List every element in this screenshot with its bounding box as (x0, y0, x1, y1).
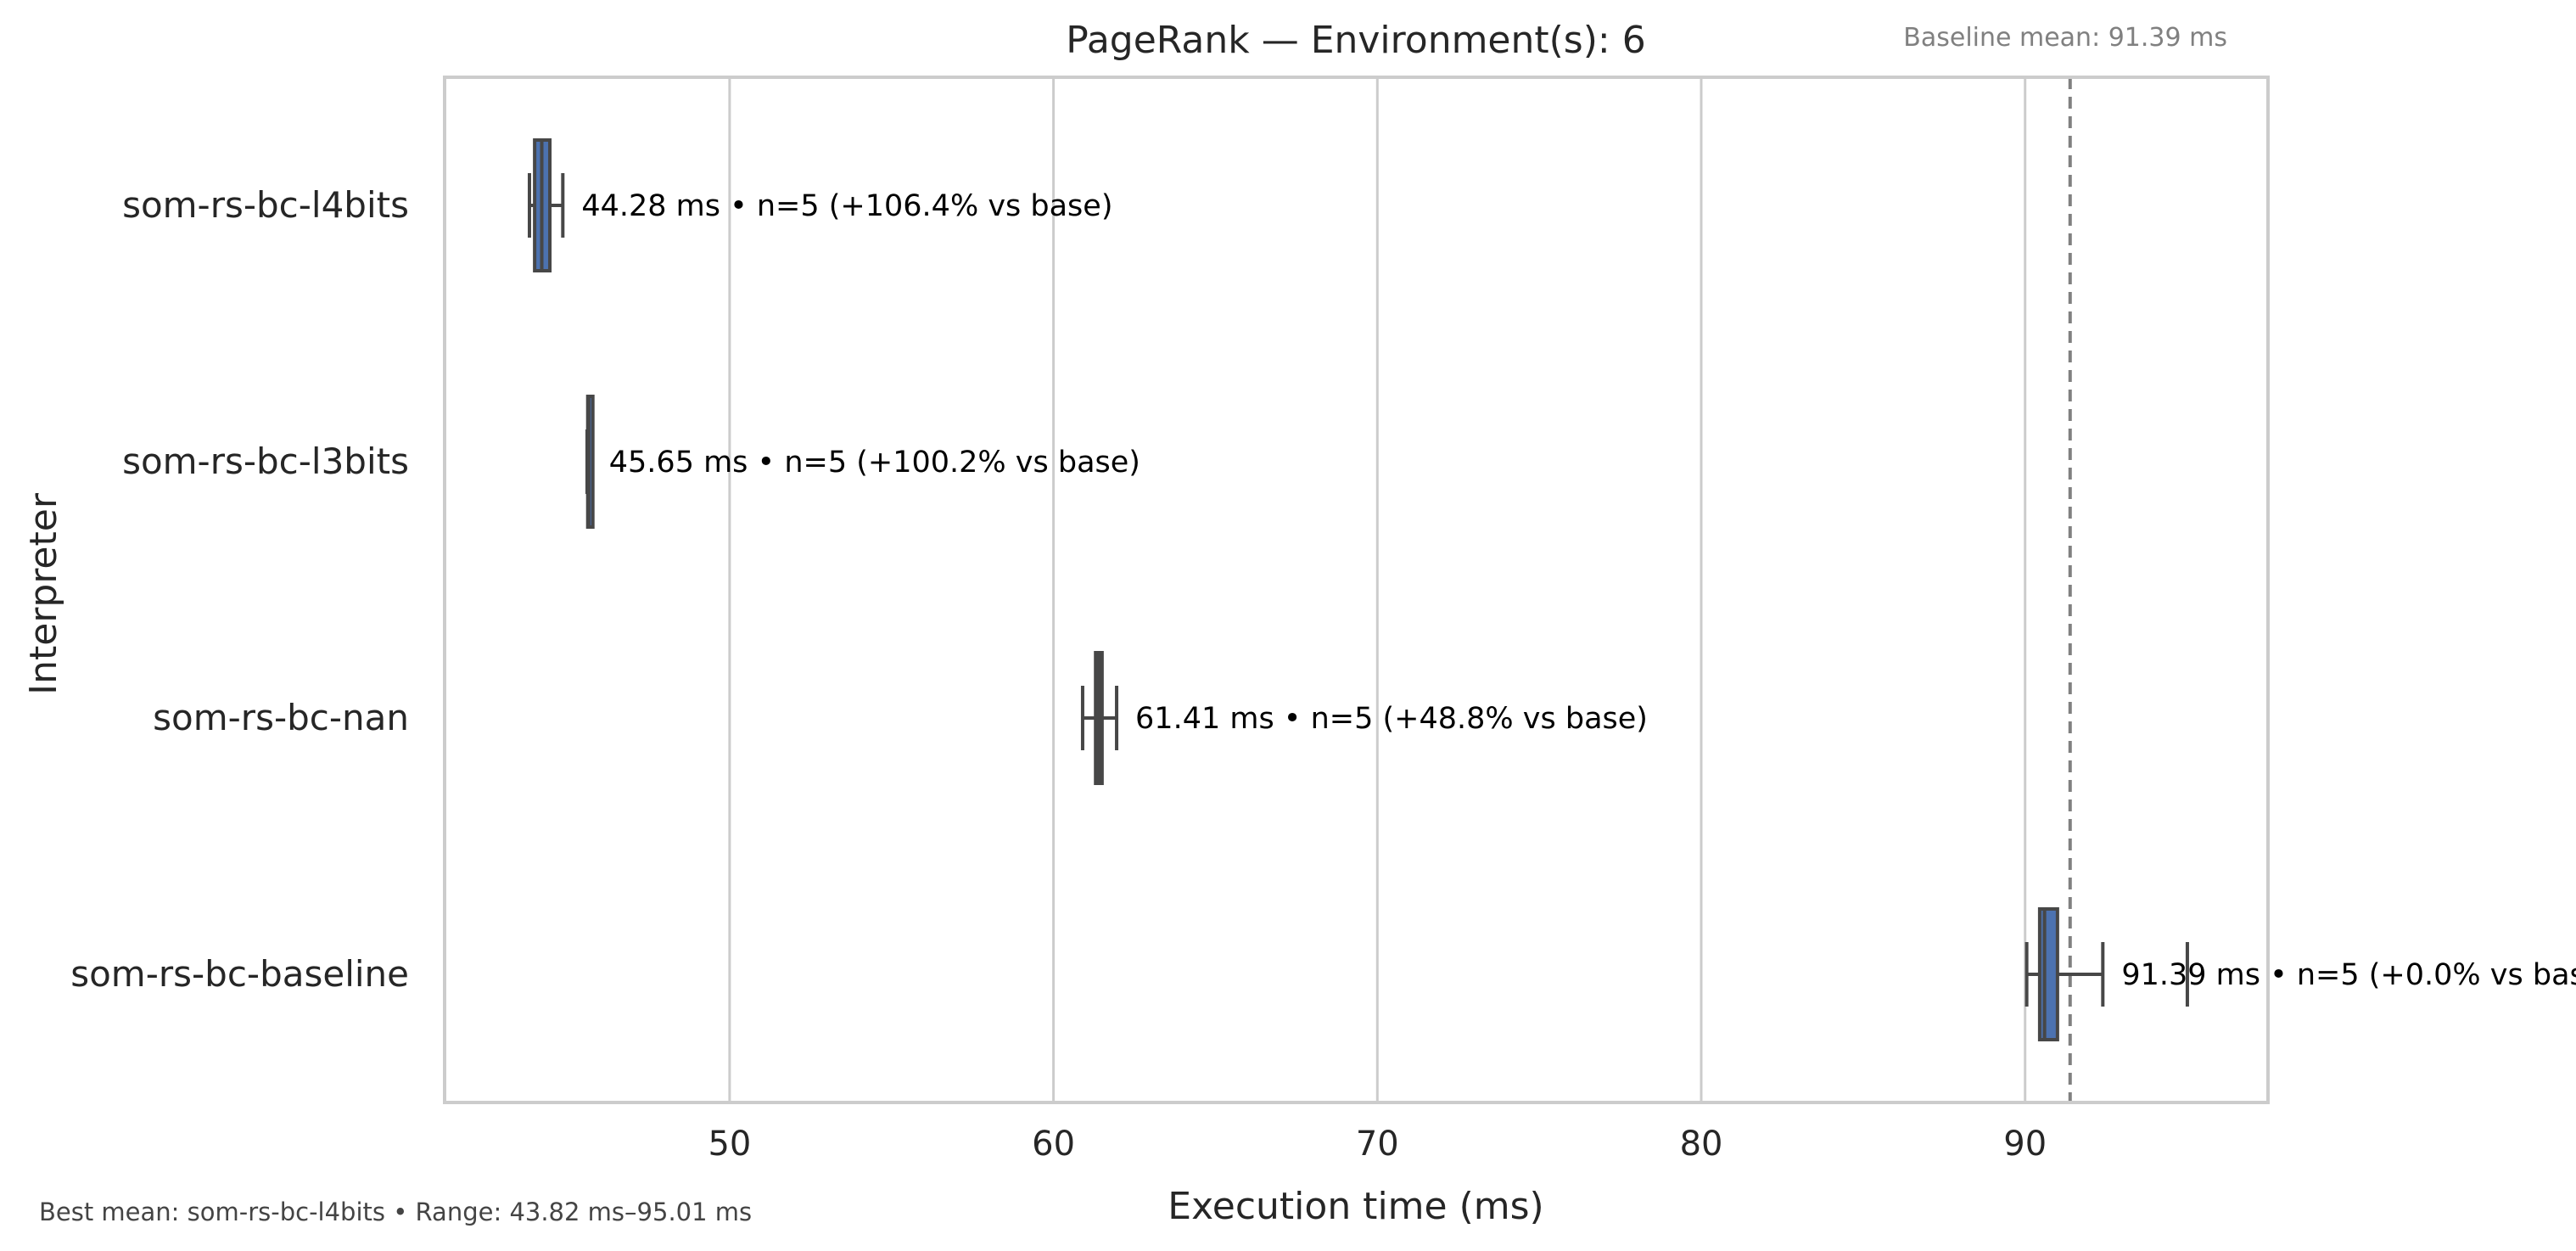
x-tick-label: 90 (2003, 1125, 2047, 1164)
box-layer (528, 138, 2189, 1041)
box-group (585, 395, 595, 529)
chart-title: PageRank — Environment(s): 6 (1066, 19, 1645, 62)
x-tick-label: 50 (708, 1125, 751, 1164)
y-tick-label: som-rs-bc-nan (153, 697, 409, 738)
data-label: 91.39 ms • n=5 (+0.0% vs base) (2121, 958, 2576, 992)
footer-summary: Best mean: som-rs-bc-l4bits • Range: 43.… (39, 1198, 752, 1226)
y-axis-label: Interpreter (22, 492, 65, 695)
box-group (528, 138, 565, 272)
data-label: 61.41 ms • n=5 (+48.8% vs base) (1135, 702, 1648, 736)
baseline-mean-label: Baseline mean: 91.39 ms (1903, 23, 2227, 53)
y-tick-label: som-rs-bc-baseline (70, 953, 409, 995)
box-group (1080, 651, 1119, 785)
x-tick-label: 80 (1680, 1125, 1723, 1164)
y-tick-label: som-rs-bc-l4bits (122, 184, 409, 226)
grid-layer (728, 77, 2027, 1102)
x-tick-label: 70 (1356, 1125, 1399, 1164)
annotation-layer: 44.28 ms • n=5 (+106.4% vs base) 45.65 ms… (581, 189, 2576, 992)
box-iqr (2037, 907, 2059, 1041)
x-tick-label: 60 (1032, 1125, 1075, 1164)
plot-frame (443, 76, 2270, 1104)
y-tick-label: som-rs-bc-l3bits (122, 440, 409, 482)
x-axis-label: Execution time (ms) (1168, 1185, 1543, 1228)
tick-layer: 50 60 70 80 90 som-rs-bc-l4bits som-rs-bc-l3bi… (70, 184, 2047, 1164)
data-label: 44.28 ms • n=5 (+106.4% vs base) (581, 189, 1112, 223)
box-group (2024, 907, 2189, 1041)
data-label: 45.65 ms • n=5 (+100.2% vs base) (609, 446, 1140, 480)
